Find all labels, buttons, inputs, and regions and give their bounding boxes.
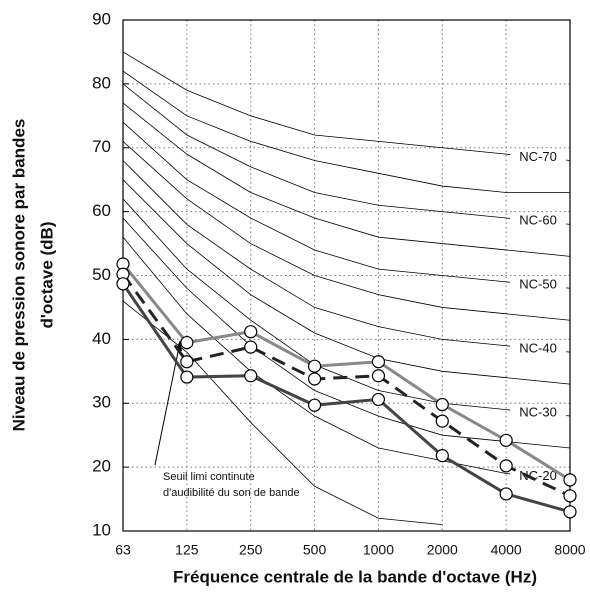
data-point <box>307 398 322 412</box>
data-point <box>435 414 449 428</box>
y-tick-label: 80 <box>92 73 111 92</box>
series-line <box>121 273 571 498</box>
data-point <box>180 355 194 369</box>
data-point <box>244 340 258 354</box>
label-bg <box>510 149 567 166</box>
data-point <box>371 355 386 369</box>
label-bg <box>510 277 567 294</box>
series-line <box>122 83 571 225</box>
data-point <box>435 397 449 412</box>
series-label: NC-70 <box>519 149 557 164</box>
series-line <box>122 121 571 289</box>
y-tick-label: 20 <box>92 457 111 476</box>
label-bg <box>510 340 567 357</box>
x-tick-label: 4000 <box>491 542 522 558</box>
series-label: NC-30 <box>519 404 557 419</box>
series-label: NC-50 <box>519 277 557 292</box>
data-point <box>499 459 513 473</box>
y-tick-label: 70 <box>92 137 111 156</box>
x-tick-label: 250 <box>239 542 263 558</box>
series-line <box>122 217 571 449</box>
y-axis-title: Niveau de pression sonore par bandes <box>9 119 28 432</box>
x-tick-label: 1000 <box>363 542 394 558</box>
series-line <box>122 51 571 161</box>
series-line <box>122 198 571 417</box>
label-bg <box>510 213 567 230</box>
x-tick-label: 500 <box>303 542 327 558</box>
annotation: d'audibilité du son de bande <box>163 487 300 499</box>
series-label: NC-60 <box>519 213 557 228</box>
y-tick-label: 50 <box>92 265 111 284</box>
y-tick-label: 10 <box>92 520 111 539</box>
x-tick-label: 125 <box>175 542 199 558</box>
series-line <box>122 160 571 353</box>
series-line <box>122 141 571 321</box>
data-point <box>307 359 322 373</box>
data-point <box>563 505 577 519</box>
data-point <box>244 325 258 339</box>
y-tick-label: 40 <box>92 329 111 348</box>
series-line <box>121 282 571 514</box>
series-label: NC-20 <box>519 468 557 483</box>
y-tick-label: 30 <box>92 393 111 412</box>
series-label: NC-40 <box>519 340 557 355</box>
data-point <box>180 335 194 350</box>
data-point <box>499 433 513 447</box>
data-point <box>371 369 386 383</box>
series-line <box>122 179 571 385</box>
y-axis-title: d'octave (dB) <box>37 222 56 329</box>
plot-frame <box>122 19 571 532</box>
series-line <box>122 236 571 481</box>
series-line <box>121 263 571 482</box>
data-point <box>563 473 577 487</box>
x-tick-label: 8000 <box>554 542 585 558</box>
y-tick-label: 60 <box>92 201 111 220</box>
data-point <box>116 277 130 291</box>
series-line <box>122 70 570 193</box>
series-line <box>122 102 571 257</box>
x-tick-label: 63 <box>115 542 131 558</box>
series-line <box>122 300 443 526</box>
data-point <box>563 489 577 503</box>
data-point <box>371 392 386 407</box>
data-point <box>435 449 449 463</box>
data-point <box>180 370 194 384</box>
data-point <box>499 487 513 501</box>
label-bg <box>510 404 567 421</box>
data-point <box>307 372 322 386</box>
x-axis-title: Fréquence centrale de la bande d'octave … <box>173 567 537 586</box>
y-tick-label: 90 <box>92 9 111 28</box>
x-tick-label: 2000 <box>427 542 458 558</box>
data-point <box>244 369 258 383</box>
annotation: Seuil limi continute <box>163 471 255 483</box>
